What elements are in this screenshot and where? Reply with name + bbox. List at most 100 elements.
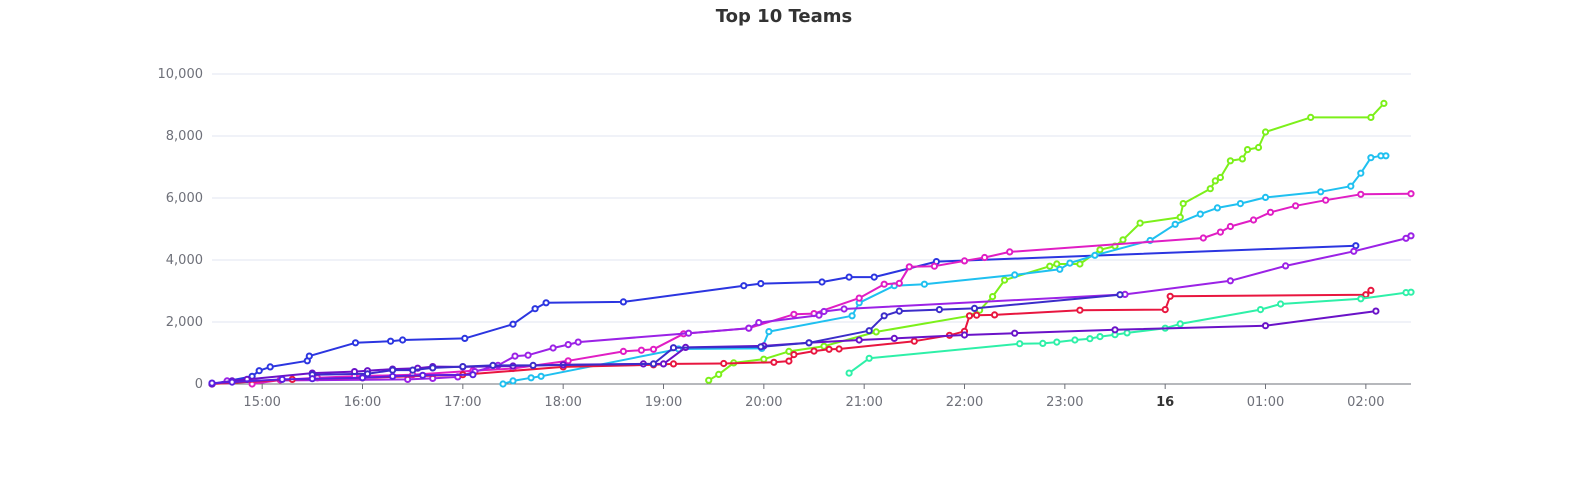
data-point[interactable]: [910, 337, 918, 345]
data-point[interactable]: [305, 352, 313, 360]
data-point[interactable]: [529, 361, 537, 369]
data-point[interactable]: [1317, 188, 1325, 196]
data-point[interactable]: [549, 344, 557, 352]
data-point[interactable]: [1116, 291, 1124, 299]
data-point[interactable]: [461, 334, 469, 342]
data-point[interactable]: [489, 361, 497, 369]
data-point[interactable]: [1076, 260, 1084, 268]
data-point[interactable]: [1236, 200, 1245, 208]
data-point[interactable]: [715, 370, 723, 378]
data-point[interactable]: [1216, 173, 1225, 182]
data-point[interactable]: [960, 257, 969, 265]
data-point[interactable]: [1407, 190, 1415, 198]
data-point[interactable]: [805, 339, 813, 347]
data-point[interactable]: [865, 327, 873, 335]
data-point[interactable]: [1199, 234, 1207, 242]
data-point[interactable]: [1367, 286, 1375, 294]
data-point[interactable]: [1372, 307, 1380, 315]
data-point[interactable]: [1056, 265, 1064, 273]
data-point[interactable]: [1011, 329, 1019, 337]
data-point[interactable]: [880, 280, 888, 288]
data-point[interactable]: [531, 305, 539, 313]
data-point[interactable]: [1256, 306, 1265, 314]
data-point[interactable]: [880, 312, 888, 320]
data-point[interactable]: [820, 307, 828, 316]
data-point[interactable]: [1357, 190, 1365, 198]
data-point[interactable]: [1046, 262, 1054, 270]
data-point[interactable]: [266, 363, 274, 371]
data-point[interactable]: [564, 341, 572, 349]
data-point[interactable]: [1076, 306, 1084, 314]
data-point[interactable]: [1136, 219, 1144, 227]
data-point[interactable]: [1171, 220, 1179, 228]
data-point[interactable]: [740, 282, 748, 290]
data-point[interactable]: [511, 352, 519, 360]
data-point[interactable]: [527, 374, 535, 382]
data-point[interactable]: [848, 312, 856, 320]
data-point[interactable]: [509, 377, 517, 385]
data-point[interactable]: [765, 328, 773, 336]
data-point[interactable]: [770, 358, 778, 366]
data-point[interactable]: [1066, 259, 1074, 267]
data-point[interactable]: [1011, 271, 1019, 279]
data-point[interactable]: [208, 379, 216, 387]
data-point[interactable]: [1307, 113, 1315, 122]
data-point[interactable]: [685, 329, 693, 337]
data-point[interactable]: [755, 319, 763, 327]
data-point[interactable]: [981, 253, 989, 262]
data-point[interactable]: [1357, 169, 1365, 177]
data-point[interactable]: [429, 364, 437, 372]
data-point[interactable]: [637, 346, 646, 354]
data-point[interactable]: [404, 375, 412, 383]
data-point[interactable]: [1161, 306, 1169, 314]
data-point[interactable]: [1039, 339, 1047, 347]
data-point[interactable]: [855, 336, 863, 344]
data-point[interactable]: [1367, 154, 1375, 162]
data-point[interactable]: [1380, 99, 1388, 108]
data-point[interactable]: [1367, 113, 1375, 122]
data-point[interactable]: [1119, 236, 1127, 244]
data-point[interactable]: [785, 357, 793, 365]
data-point[interactable]: [308, 375, 316, 383]
data-point[interactable]: [790, 351, 798, 359]
data-point[interactable]: [757, 280, 765, 288]
data-point[interactable]: [278, 375, 286, 383]
data-point[interactable]: [790, 310, 798, 318]
data-point[interactable]: [419, 371, 427, 379]
data-point[interactable]: [840, 305, 848, 313]
data-point[interactable]: [619, 347, 628, 355]
data-point[interactable]: [564, 357, 572, 365]
data-point[interactable]: [255, 367, 263, 375]
data-point[interactable]: [1254, 143, 1263, 152]
data-point[interactable]: [1179, 200, 1187, 208]
data-point[interactable]: [1071, 336, 1079, 344]
data-point[interactable]: [649, 360, 658, 368]
data-point[interactable]: [669, 360, 678, 368]
data-point[interactable]: [1407, 232, 1415, 240]
data-point[interactable]: [757, 343, 765, 351]
data-point[interactable]: [1016, 340, 1024, 348]
data-point[interactable]: [890, 334, 898, 342]
data-point[interactable]: [1213, 204, 1222, 212]
data-point[interactable]: [1226, 222, 1235, 231]
data-point[interactable]: [810, 347, 818, 355]
data-point[interactable]: [1382, 152, 1390, 160]
data-point[interactable]: [1362, 291, 1370, 299]
data-point[interactable]: [872, 328, 880, 336]
data-point[interactable]: [1086, 335, 1094, 343]
data-point[interactable]: [1277, 300, 1285, 308]
data-point[interactable]: [855, 294, 863, 302]
data-point[interactable]: [720, 359, 728, 368]
data-point[interactable]: [1261, 193, 1270, 201]
data-point[interactable]: [1053, 260, 1061, 268]
series-line[interactable]: [708, 102, 1385, 382]
data-point[interactable]: [1096, 333, 1104, 341]
data-point[interactable]: [351, 339, 360, 347]
data-point[interactable]: [499, 380, 507, 388]
series-line[interactable]: [211, 244, 1356, 385]
data-point[interactable]: [1282, 262, 1290, 270]
data-point[interactable]: [1347, 182, 1355, 190]
series-line[interactable]: [251, 192, 1412, 385]
data-point[interactable]: [865, 354, 873, 362]
data-point[interactable]: [1006, 248, 1014, 256]
